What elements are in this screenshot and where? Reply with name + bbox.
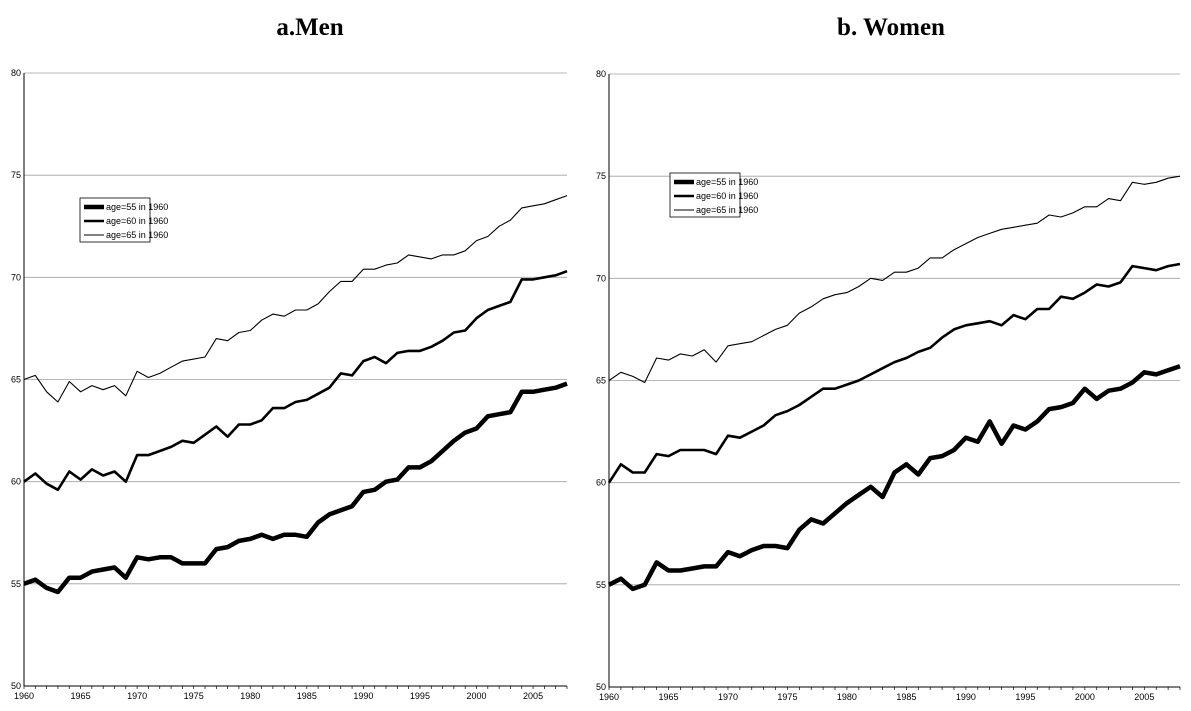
x-tick-label: 1975 [184, 691, 204, 701]
y-tick-label: 65 [596, 376, 606, 386]
series-line-age-60-in-1960 [23, 269, 568, 492]
x-tick-label: 1985 [297, 691, 317, 701]
legend-label: age=65 in 1960 [696, 205, 758, 215]
legend-label: age=60 in 1960 [696, 191, 758, 201]
y-tick-label: 70 [11, 272, 21, 282]
x-tick-label: 1990 [956, 692, 976, 702]
legend-label: age=65 in 1960 [106, 230, 168, 240]
chart-title-men: a.Men [276, 14, 344, 41]
y-tick-label: 60 [11, 477, 21, 487]
x-tick-label: 2000 [466, 691, 486, 701]
series-line-age-55-in-1960 [23, 381, 568, 595]
x-tick-label: 1975 [777, 692, 797, 702]
women-life-expectancy-chart: 50 55 60 65 70 75 80 1960 1965 1970 1975 1980 1985 19… [596, 69, 1181, 702]
chart-title-women: b. Women [837, 14, 945, 41]
y-tick-label: 60 [596, 478, 606, 488]
men-life-expectancy-chart: 50 55 60 65 70 75 80 1960 1965 1970 1975 1980 1985 19… [11, 68, 568, 701]
x-tick-label: 1965 [71, 691, 91, 701]
x-tick-label: 1965 [658, 692, 678, 702]
x-tick-label: 1995 [1015, 692, 1035, 702]
x-tick-label: 2000 [1075, 692, 1095, 702]
x-tick-label: 1980 [240, 691, 260, 701]
y-tick-label: 80 [596, 69, 606, 79]
series-line-age-55-in-1960 [607, 364, 1181, 592]
y-tick-label: 75 [11, 170, 21, 180]
series-line-age-65-in-1960 [23, 195, 568, 403]
legend-label: age=55 in 1960 [106, 202, 168, 212]
y-tick-label: 55 [596, 580, 606, 590]
y-tick-label: 70 [596, 273, 606, 283]
x-tick-label: 1985 [896, 692, 916, 702]
y-tick-label: 75 [596, 171, 606, 181]
x-tick-label: 1960 [599, 692, 619, 702]
y-tick-label: 80 [11, 68, 21, 78]
x-tick-label: 1995 [410, 691, 430, 701]
y-tick-label: 50 [11, 681, 21, 691]
x-tick-label: 2005 [1134, 692, 1154, 702]
x-tick-label: 1960 [14, 691, 34, 701]
x-tick-label: 1980 [837, 692, 857, 702]
y-tick-label: 65 [11, 375, 21, 385]
x-tick-label: 2005 [523, 691, 543, 701]
x-tick-label: 1970 [718, 692, 738, 702]
x-tick-label: 1970 [127, 691, 147, 701]
legend-label: age=60 in 1960 [106, 216, 168, 226]
legend-label: age=55 in 1960 [696, 177, 758, 187]
x-tick-label: 1990 [353, 691, 373, 701]
series-line-age-65-in-1960 [608, 175, 1181, 384]
y-tick-label: 55 [11, 579, 21, 589]
series-line-age-60-in-1960 [607, 262, 1181, 484]
y-tick-label: 50 [596, 682, 606, 692]
